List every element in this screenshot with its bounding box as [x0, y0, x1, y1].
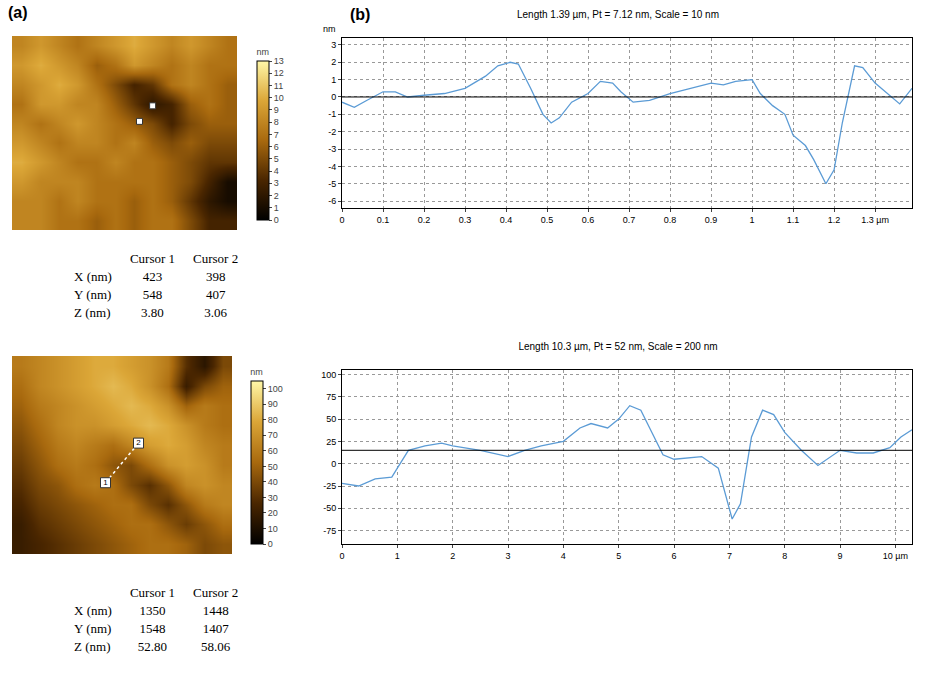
svg-text:4: 4: [561, 551, 566, 561]
svg-text:Length 1.39 µm, Pt = 7.12 nm,: Length 1.39 µm, Pt = 7.12 nm, Scale = 10…: [517, 9, 719, 20]
svg-text:-3: -3: [328, 144, 336, 154]
svg-text:1: 1: [103, 478, 108, 487]
svg-text:0: 0: [339, 551, 344, 561]
svg-text:40: 40: [268, 477, 278, 487]
svg-text:6: 6: [274, 142, 279, 152]
html-text:423: 423: [142, 269, 163, 284]
svg-text:0.8: 0.8: [664, 215, 677, 225]
svg-text:2: 2: [450, 551, 455, 561]
svg-text:-1: -1: [328, 109, 336, 119]
svg-text:90: 90: [268, 399, 278, 409]
svg-text:13: 13: [274, 56, 284, 66]
svg-text:3: 3: [506, 551, 511, 561]
html-text:Cursor 1: Cursor 1: [129, 251, 176, 266]
svg-text:60: 60: [268, 446, 278, 456]
svg-text:nm: nm: [250, 367, 263, 377]
html-text:1548: 1548: [139, 621, 166, 636]
svg-text:9: 9: [838, 551, 843, 561]
svg-text:1: 1: [395, 551, 400, 561]
svg-text:0.6: 0.6: [582, 215, 595, 225]
svg-text:-2: -2: [328, 127, 336, 137]
svg-text:70: 70: [268, 430, 278, 440]
html-text:X (nm): X (nm): [74, 269, 112, 284]
svg-text:11: 11: [274, 81, 283, 91]
html-text:58.06: 58.06: [201, 639, 231, 654]
svg-text:100: 100: [268, 384, 283, 394]
svg-text:25: 25: [326, 437, 336, 447]
html-text:Cursor 2: Cursor 2: [193, 251, 239, 266]
html-text:407: 407: [205, 287, 226, 302]
svg-text:12: 12: [274, 68, 284, 78]
svg-text:1.1: 1.1: [787, 215, 800, 225]
svg-text:Length 10.3 µm, Pt = 52 nm, Sc: Length 10.3 µm, Pt = 52 nm, Scale = 200 …: [518, 341, 717, 352]
svg-text:0.9: 0.9: [705, 215, 718, 225]
svg-text:6: 6: [672, 551, 677, 561]
svg-text:2: 2: [274, 191, 279, 201]
svg-text:0: 0: [331, 459, 336, 469]
svg-text:8: 8: [782, 551, 787, 561]
svg-text:0.2: 0.2: [418, 215, 431, 225]
svg-text:50: 50: [326, 414, 336, 424]
svg-text:1.2: 1.2: [828, 215, 841, 225]
svg-text:10: 10: [274, 93, 284, 103]
svg-text:-6: -6: [328, 196, 336, 206]
svg-text:30: 30: [268, 493, 278, 503]
svg-text:-50: -50: [323, 503, 336, 513]
html-text:(a): (a): [8, 4, 28, 21]
svg-text:1.3 µm: 1.3 µm: [861, 215, 889, 225]
svg-text:50: 50: [268, 462, 278, 472]
svg-text:9: 9: [274, 105, 279, 115]
svg-text:0: 0: [339, 215, 344, 225]
html-text:1407: 1407: [202, 621, 229, 636]
svg-text:20: 20: [268, 508, 278, 518]
svg-text:5: 5: [274, 154, 279, 164]
svg-text:5: 5: [616, 551, 621, 561]
svg-text:0.3: 0.3: [459, 215, 472, 225]
svg-text:nm: nm: [323, 24, 336, 34]
html-text:Cursor 2: Cursor 2: [193, 585, 239, 600]
html-text:3.06: 3.06: [204, 305, 227, 320]
html-text:X (nm): X (nm): [74, 603, 112, 618]
svg-text:-25: -25: [323, 481, 336, 491]
svg-text:8: 8: [274, 117, 279, 127]
svg-text:3: 3: [274, 178, 279, 188]
svg-text:100: 100: [321, 370, 336, 380]
html-text:1448: 1448: [202, 603, 229, 618]
svg-text:0.4: 0.4: [500, 215, 513, 225]
svg-text:80: 80: [268, 415, 278, 425]
html-text:3.80: 3.80: [141, 305, 164, 320]
html-text:1350: 1350: [139, 603, 166, 618]
svg-text:-5: -5: [328, 179, 336, 189]
svg-text:0.1: 0.1: [377, 215, 390, 225]
html-text:52.80: 52.80: [137, 639, 168, 654]
html-text:(b): (b): [350, 6, 371, 23]
svg-text:10 µm: 10 µm: [883, 551, 908, 561]
html-text:Z (nm): Z (nm): [74, 305, 111, 320]
html-text:Cursor 1: Cursor 1: [129, 585, 176, 600]
html-text:Y (nm): Y (nm): [74, 287, 112, 302]
svg-text:75: 75: [326, 392, 336, 402]
svg-text:0.7: 0.7: [623, 215, 636, 225]
svg-text:0.5: 0.5: [541, 215, 554, 225]
svg-text:-4: -4: [328, 162, 336, 172]
html-text:398: 398: [205, 269, 226, 284]
svg-text:1: 1: [331, 75, 336, 85]
svg-text:7: 7: [727, 551, 732, 561]
svg-text:0: 0: [274, 215, 279, 225]
html-text:Z (nm): Z (nm): [74, 639, 111, 654]
svg-text:3: 3: [331, 40, 336, 50]
svg-text:0: 0: [331, 92, 336, 102]
svg-text:7: 7: [274, 130, 279, 140]
svg-text:1: 1: [274, 203, 279, 213]
svg-text:-75: -75: [323, 526, 336, 536]
svg-text:0: 0: [268, 539, 273, 549]
svg-text:4: 4: [274, 166, 279, 176]
svg-text:1: 1: [750, 215, 755, 225]
html-text:Y (nm): Y (nm): [74, 621, 112, 636]
svg-text:nm: nm: [257, 47, 270, 57]
svg-text:2: 2: [136, 438, 141, 447]
svg-text:10: 10: [268, 524, 278, 534]
html-text:548: 548: [142, 287, 163, 302]
svg-text:2: 2: [331, 57, 336, 67]
